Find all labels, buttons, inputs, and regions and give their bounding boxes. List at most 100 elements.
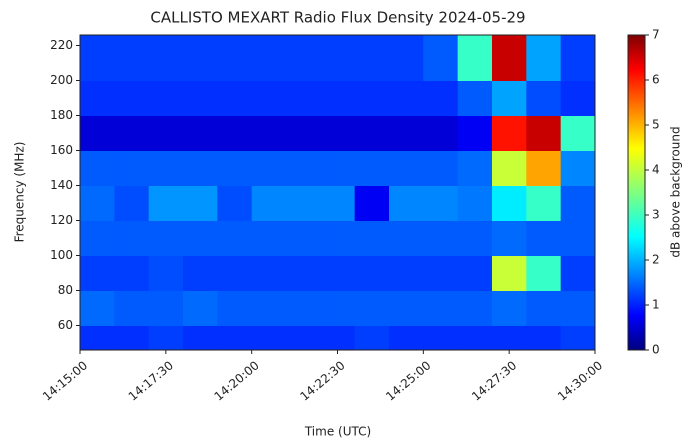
y-tick-label: 140 [50,178,73,192]
heatmap-cell [252,186,287,222]
heatmap-cell [217,291,252,327]
y-tick-label: 100 [50,248,73,262]
colorbar [628,35,645,350]
heatmap-cell [252,35,287,81]
heatmap-cell [183,326,218,351]
chart-title: CALLISTO MEXART Radio Flux Density 2024-… [150,9,525,27]
heatmap-cell [492,116,527,152]
heatmap-cell [389,81,424,117]
x-tick-label: 14:30:00 [555,358,605,403]
heatmap-cell [149,326,184,351]
x-tick-label: 14:25:00 [383,358,433,403]
heatmap-cell [355,81,390,117]
x-tick-label: 14:27:30 [469,358,519,403]
heatmap-cell [286,151,321,187]
heatmap-cell [389,35,424,81]
heatmap-cell [492,81,527,117]
heatmap-cell [286,116,321,152]
heatmap-cell [561,326,596,351]
heatmap-cell [458,151,493,187]
heatmap-cell [423,256,458,292]
heatmap-cell [526,291,561,327]
heatmap-cell [252,221,287,257]
heatmap-cell [217,35,252,81]
colorbar-tick-label: 1 [652,298,660,312]
heatmap-cell [80,151,115,187]
y-tick-label: 200 [50,73,73,87]
heatmap-cell [320,291,355,327]
heatmap-cell [114,221,149,257]
heatmap-cell [114,151,149,187]
heatmap-cell [355,35,390,81]
heatmap-cell [458,221,493,257]
heatmap-cell [320,81,355,117]
heatmap-cell [526,256,561,292]
heatmap-cell [320,151,355,187]
chart: CALLISTO MEXART Radio Flux Density 2024-… [0,0,687,441]
heatmap-cell [149,151,184,187]
heatmap-cell [355,291,390,327]
heatmap-cell [286,81,321,117]
heatmap-cell [458,256,493,292]
y-tick-label: 160 [50,143,73,157]
heatmap-cell [561,151,596,187]
x-tick-label: 14:15:00 [40,358,90,403]
heatmap-cell [389,326,424,351]
heatmap-cell [114,326,149,351]
heatmap-cell [149,291,184,327]
heatmap-cell [114,291,149,327]
heatmap-cell [458,35,493,81]
heatmap-cell [114,256,149,292]
heatmap-cell [389,221,424,257]
heatmap-cell [561,81,596,117]
heatmap-cell [217,221,252,257]
heatmap-cell [492,35,527,81]
heatmap-cell [320,221,355,257]
heatmap-cell [149,35,184,81]
y-axis-label: Frequency (MHz) [13,142,27,243]
heatmap-cell [252,151,287,187]
heatmap-cell [355,221,390,257]
heatmap-cell [492,291,527,327]
colorbar-tick-label: 7 [652,28,660,42]
heatmap-cell [114,116,149,152]
y-tick-label: 60 [58,318,73,332]
heatmap-cell [561,35,596,81]
heatmap-cell [320,35,355,81]
heatmap-cell [458,81,493,117]
heatmap-cell [80,81,115,117]
heatmap-cell [80,256,115,292]
heatmap-cell [80,116,115,152]
heatmap-cell [217,81,252,117]
heatmap-cell [217,116,252,152]
heatmap-cell [423,81,458,117]
heatmap-cell [149,81,184,117]
heatmap-cell [423,326,458,351]
heatmap-cell [149,186,184,222]
heatmap-cell [114,186,149,222]
heatmap-cell [526,326,561,351]
heatmap-cell [286,186,321,222]
heatmap-cell [320,186,355,222]
heatmap-cell [80,35,115,81]
heatmap-cell [458,291,493,327]
heatmap-cell [80,291,115,327]
heatmap-cell [389,256,424,292]
x-tick-label: 14:22:30 [297,358,347,403]
heatmap-cell [389,186,424,222]
heatmap-cell [526,221,561,257]
heatmap-cell [217,151,252,187]
heatmap-cell [355,326,390,351]
heatmap-cell [526,116,561,152]
heatmap-cell [423,35,458,81]
heatmap-cell [492,186,527,222]
heatmap-cell [561,186,596,222]
y-tick-label: 80 [58,283,73,297]
colorbar-tick-label: 4 [652,163,660,177]
heatmap-cell [183,151,218,187]
colorbar-tick-label: 3 [652,208,660,222]
heatmap-cell [423,221,458,257]
heatmap-cell [355,151,390,187]
heatmap-cell [114,81,149,117]
heatmap-cell [286,326,321,351]
